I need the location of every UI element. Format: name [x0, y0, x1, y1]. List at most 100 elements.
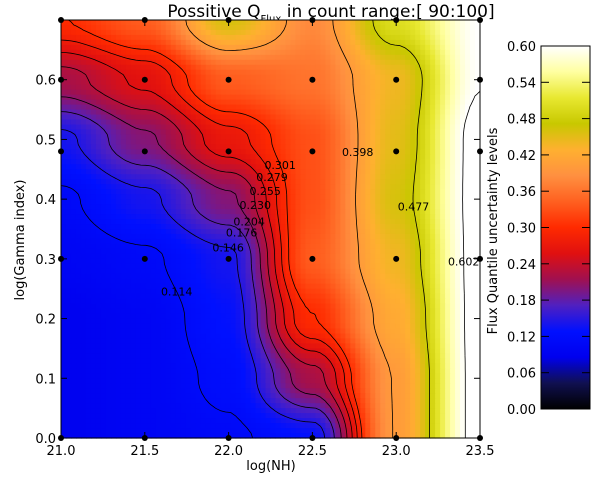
heatmap-cell	[315, 199, 321, 205]
heatmap-cell	[200, 54, 207, 61]
heatmap-cell	[265, 29, 272, 36]
heatmap-cell	[175, 288, 182, 295]
heatmap-cell	[130, 179, 137, 185]
heatmap-cell	[140, 164, 147, 170]
heatmap-cell	[100, 94, 107, 101]
heatmap-cell	[450, 258, 456, 265]
heatmap-cell	[290, 154, 297, 160]
heatmap-cell	[365, 248, 371, 255]
heatmap-cell	[100, 69, 107, 76]
heatmap-cell	[295, 54, 302, 61]
heatmap-cell	[225, 174, 232, 180]
heatmap-cell	[405, 283, 411, 290]
heatmap-cell	[470, 288, 476, 295]
heatmap-cell	[170, 119, 177, 126]
heatmap-cell	[440, 209, 446, 215]
heatmap-cell	[385, 74, 391, 81]
heatmap-cell	[120, 204, 127, 210]
heatmap-cell	[165, 273, 172, 280]
heatmap-cell	[80, 129, 87, 136]
heatmap-cell	[415, 179, 421, 185]
heatmap-cell	[315, 129, 321, 136]
heatmap-cell	[385, 278, 391, 285]
heatmap-cell	[300, 94, 307, 101]
heatmap-cell	[105, 109, 112, 116]
heatmap-cell	[375, 99, 381, 106]
heatmap-cell	[410, 44, 416, 51]
heatmap-cell	[385, 159, 391, 165]
heatmap-cell	[250, 139, 257, 146]
heatmap-cell	[410, 298, 416, 305]
heatmap-cell	[385, 303, 391, 310]
heatmap-cell	[75, 278, 82, 285]
heatmap-cell	[195, 229, 202, 235]
heatmap-cell	[250, 263, 257, 270]
heatmap-cell	[210, 283, 217, 290]
heatmap-cell	[430, 293, 436, 300]
heatmap-cell	[285, 29, 292, 36]
heatmap-cell	[95, 64, 102, 71]
heatmap-cell	[70, 258, 77, 265]
heatmap-cell	[350, 94, 356, 101]
heatmap-cell	[360, 34, 366, 41]
heatmap-cell	[130, 298, 137, 305]
heatmap-cell	[295, 194, 302, 200]
heatmap-cell	[95, 268, 102, 275]
heatmap-cell	[355, 169, 361, 175]
heatmap-cell	[75, 303, 82, 310]
heatmap-cell	[240, 184, 247, 190]
heatmap-cell	[165, 268, 172, 275]
heatmap-cell	[365, 253, 371, 260]
heatmap-cell	[95, 263, 102, 270]
heatmap-cell	[350, 114, 356, 121]
heatmap-cell	[130, 134, 137, 141]
heatmap-cell	[325, 84, 331, 91]
heatmap-cell	[205, 219, 212, 225]
heatmap-cell	[400, 164, 406, 170]
heatmap-cell	[190, 199, 197, 205]
heatmap-cell	[290, 144, 297, 150]
heatmap-cell	[285, 54, 292, 61]
heatmap-cell	[355, 94, 361, 101]
heatmap-cell	[305, 139, 312, 146]
heatmap-cell	[210, 134, 217, 141]
heatmap-cell	[160, 89, 167, 96]
heatmap-cell	[385, 79, 391, 86]
heatmap-cell	[275, 74, 282, 81]
heatmap-cell	[330, 233, 336, 240]
heatmap-cell	[130, 184, 137, 190]
heatmap-cell	[75, 219, 82, 225]
heatmap-cell	[155, 303, 162, 310]
heatmap-cell	[175, 94, 182, 101]
heatmap-cell	[165, 139, 172, 146]
heatmap-cell	[90, 268, 97, 275]
heatmap-cell	[250, 308, 257, 315]
heatmap-cell	[70, 29, 77, 36]
heatmap-cell	[340, 209, 346, 215]
heatmap-cell	[135, 258, 142, 265]
heatmap-cell	[465, 189, 471, 195]
heatmap-cell	[320, 139, 326, 146]
heatmap-cell	[185, 34, 192, 41]
heatmap-cell	[425, 169, 431, 175]
heatmap-cell	[135, 159, 142, 165]
heatmap-cell	[145, 134, 152, 141]
heatmap-cell	[435, 184, 441, 190]
heatmap-cell	[440, 139, 446, 146]
heatmap-cell	[420, 89, 426, 96]
heatmap-cell	[275, 204, 282, 210]
heatmap-cell	[120, 273, 127, 280]
heatmap-cell	[435, 253, 441, 260]
heatmap-cell	[395, 258, 401, 265]
heatmap-cell	[195, 49, 202, 56]
heatmap-cell	[295, 214, 302, 220]
heatmap-cell	[375, 69, 381, 76]
heatmap-cell	[300, 229, 307, 235]
heatmap-cell	[435, 233, 441, 240]
heatmap-cell	[155, 159, 162, 165]
heatmap-cell	[70, 34, 77, 41]
heatmap-cell	[130, 89, 137, 96]
heatmap-cell	[295, 224, 302, 230]
heatmap-cell	[325, 174, 331, 180]
heatmap-cell	[420, 74, 426, 81]
